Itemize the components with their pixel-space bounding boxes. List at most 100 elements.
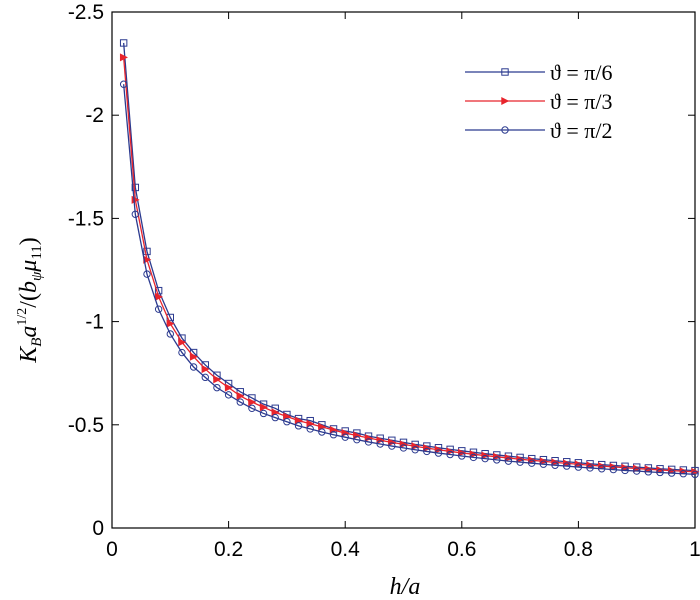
data-point [388, 442, 396, 450]
data-point [131, 210, 140, 218]
data-point [131, 183, 140, 192]
data-point [166, 319, 175, 328]
data-point [248, 404, 256, 412]
data-point [504, 457, 513, 465]
data-point [388, 438, 397, 447]
data-point [201, 365, 210, 374]
legend: ϑ = π/6 ϑ = π/3 ϑ = π/2 [465, 60, 613, 143]
data-point [364, 434, 373, 443]
data-point [501, 126, 509, 134]
y-tick-label: -1.5 [68, 207, 104, 230]
data-point [248, 398, 257, 407]
data-point [656, 465, 665, 475]
data-point [411, 446, 419, 454]
series-line [123, 84, 696, 475]
legend-entry: ϑ = π/6 [465, 60, 613, 85]
x-tick-label: 1 [689, 538, 700, 561]
data-point [633, 467, 641, 475]
data-point [586, 464, 594, 472]
y-tick-label: -1 [85, 311, 104, 334]
data-point [318, 428, 326, 436]
data-point [143, 247, 151, 256]
data-point [598, 465, 606, 473]
data-point [633, 464, 642, 473]
y-tick-label: -2.5 [68, 1, 104, 24]
data-point [213, 383, 221, 392]
data-point [469, 453, 478, 462]
data-point [224, 391, 233, 399]
series-2 [119, 53, 700, 476]
data-point [189, 352, 198, 361]
x-axis-label: h/a [390, 574, 421, 600]
data-point [691, 467, 700, 476]
data-point [563, 459, 572, 468]
data-point [259, 409, 268, 418]
x-tick-label: 0.4 [331, 538, 361, 561]
data-point [201, 373, 209, 382]
data-point [644, 465, 653, 474]
data-point [691, 470, 699, 479]
data-point [563, 462, 571, 470]
data-point [306, 425, 314, 433]
data-point [621, 463, 630, 472]
data-point [353, 435, 361, 444]
data-point [399, 444, 408, 452]
data-point [259, 403, 268, 412]
data-point [143, 270, 151, 278]
data-point [598, 462, 607, 471]
data-point [644, 468, 653, 476]
data-point [679, 467, 688, 476]
data-point [574, 463, 583, 471]
data-point [119, 53, 128, 62]
data-point [621, 466, 629, 475]
data-point [551, 461, 559, 469]
data-point [294, 422, 303, 430]
data-point [178, 338, 187, 347]
y-tick-label: -2 [85, 104, 104, 127]
data-point [458, 452, 466, 460]
data-point [609, 462, 618, 471]
legend-entry: ϑ = π/2 [465, 118, 613, 143]
data-point [493, 456, 501, 464]
data-point [516, 458, 524, 466]
legend-entry: ϑ = π/3 [465, 89, 613, 114]
y-tick-label: 0 [92, 517, 104, 540]
legend-label: ϑ = π/6 [550, 60, 613, 85]
data-point [539, 460, 548, 468]
data-point [656, 468, 664, 477]
data-point [271, 413, 279, 422]
data-point [679, 470, 688, 478]
data-point [329, 431, 338, 439]
data-point [178, 348, 186, 357]
data-point [154, 305, 163, 313]
data-point [501, 96, 510, 106]
data-point [236, 398, 244, 406]
data-point [423, 447, 431, 456]
y-axis-label: KBa1/2/(bψμ11) [15, 237, 45, 364]
legend-label: ϑ = π/3 [550, 89, 613, 114]
data-point [667, 466, 676, 475]
data-point [119, 80, 128, 88]
series-3 [119, 80, 699, 479]
plot-frame [111, 11, 696, 529]
x-tick-label: 0.2 [214, 538, 243, 561]
data-point [586, 461, 595, 470]
data-point [189, 363, 198, 371]
data-point [341, 433, 349, 441]
legend-label: ϑ = π/2 [550, 118, 613, 143]
x-tick-label: 0 [106, 538, 118, 561]
data-point [376, 440, 384, 448]
axes: 0 0.2 0.4 0.6 0.8 1 0 -0.5 -1 -1.5 -2 -2.5 [68, 1, 700, 561]
data-point [236, 391, 245, 400]
x-tick-label: 0.8 [564, 538, 593, 561]
data-point [154, 292, 163, 301]
data-point [434, 449, 443, 457]
data-point [528, 459, 536, 467]
data-point [283, 418, 291, 426]
data-point [364, 438, 373, 446]
x-tick-label: 0.6 [447, 538, 476, 561]
data-point [609, 465, 618, 474]
data-point [224, 383, 233, 392]
data-point [119, 39, 128, 47]
